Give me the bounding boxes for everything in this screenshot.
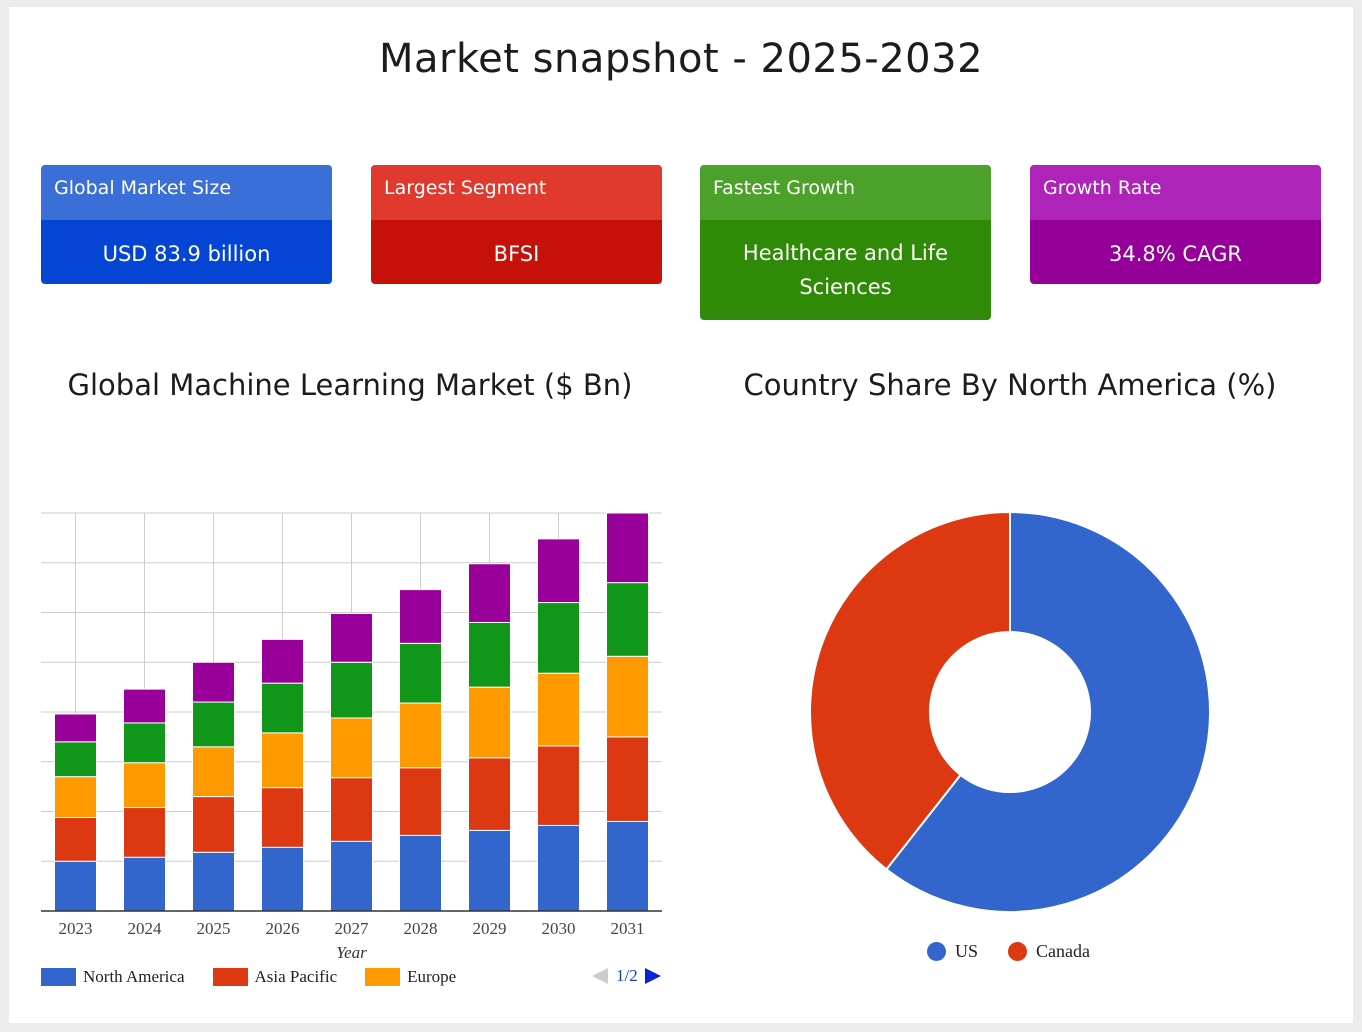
card-value: BFSI bbox=[371, 220, 662, 284]
card-growth-rate: Growth Rate 34.8% CAGR bbox=[1030, 165, 1321, 284]
card-header: Largest Segment bbox=[371, 165, 662, 220]
arrow-left-icon[interactable] bbox=[590, 967, 610, 985]
legend-dot bbox=[927, 942, 946, 961]
card-value: USD 83.9 billion bbox=[41, 220, 332, 284]
bar-legend: North America Asia Pacific Europe bbox=[41, 966, 484, 988]
card-value: Healthcare and Life Sciences bbox=[700, 220, 991, 320]
legend-item-europe[interactable]: Europe bbox=[365, 967, 456, 987]
card-header: Fastest Growth bbox=[700, 165, 991, 220]
legend-label: North America bbox=[83, 967, 185, 986]
legend-item-asia-pacific[interactable]: Asia Pacific bbox=[212, 967, 338, 987]
legend-item-us[interactable]: US bbox=[927, 941, 978, 962]
pie-legend: US Canada bbox=[927, 941, 1120, 962]
arrow-right-icon[interactable] bbox=[643, 967, 663, 985]
page-title: Market snapshot - 2025-2032 bbox=[378, 36, 984, 82]
legend-swatch bbox=[365, 968, 401, 986]
legend-swatch bbox=[212, 968, 248, 986]
card-global-market-size: Global Market Size USD 83.9 billion bbox=[41, 165, 332, 284]
legend-label: US bbox=[955, 941, 979, 961]
legend-label: Canada bbox=[1036, 941, 1090, 961]
bar-chart-title: Global Machine Learning Market ($ Bn) bbox=[67, 368, 633, 402]
card-fastest-growth: Fastest Growth Healthcare and Life Scien… bbox=[700, 165, 991, 320]
page bbox=[9, 7, 1353, 1023]
legend-dot bbox=[1008, 942, 1028, 961]
card-value: 34.8% CAGR bbox=[1030, 220, 1321, 284]
legend-label: Asia Pacific bbox=[254, 967, 338, 986]
card-largest-segment: Largest Segment BFSI bbox=[371, 165, 662, 284]
pager-text: 1/2 bbox=[616, 966, 638, 985]
legend-item-north-america[interactable]: North America bbox=[41, 967, 185, 987]
legend-swatch bbox=[41, 968, 76, 986]
legend-pager: 1/2 bbox=[590, 966, 663, 986]
legend-label: Europe bbox=[407, 967, 457, 986]
card-header: Global Market Size bbox=[41, 165, 332, 220]
card-header: Growth Rate bbox=[1030, 165, 1321, 220]
legend-item-canada[interactable]: Canada bbox=[1008, 941, 1090, 962]
pie-chart-title: Country Share By North America (%) bbox=[743, 368, 1277, 402]
